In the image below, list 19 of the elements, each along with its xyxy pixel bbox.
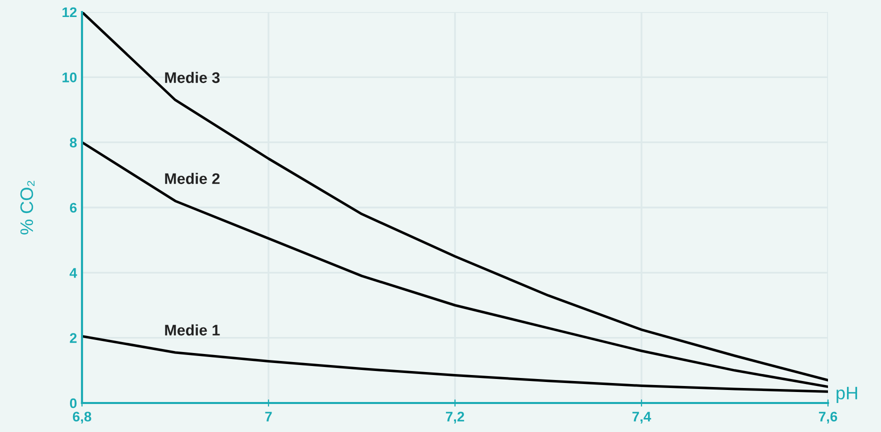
x-tick-label: 7,6 [818,412,838,424]
line-series [82,141,828,388]
x-tick-label: 7,4 [632,412,652,424]
series-label: Medie 3 [165,72,220,84]
y-tick-label: 8 [70,138,77,148]
y-tick-label: 10 [62,72,77,82]
x-tick-label: 7,2 [446,412,464,424]
line-series [82,334,828,393]
x-tick-label: 6,8 [72,412,92,424]
y-tick-label: 0 [70,398,77,408]
y-tick-label: 6 [70,202,77,213]
series-label: Medie 2 [165,172,220,184]
x-axis-title: pH [836,386,858,403]
y-tick-label: 12 [62,7,77,18]
series-label: Medie 1 [165,324,220,336]
y-axis-title: % CO₂ [20,180,34,234]
y-tick-label: 2 [70,333,77,343]
y-tick-label: 4 [70,268,78,278]
x-tick-label: 7 [265,412,272,422]
